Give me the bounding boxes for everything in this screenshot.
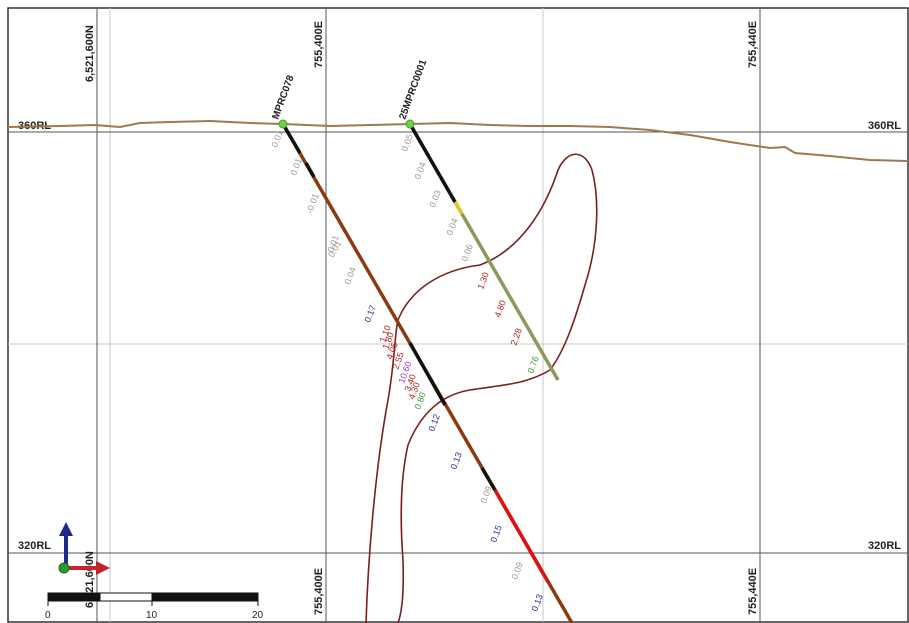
assay-label: -0.01 — [304, 192, 320, 215]
mprc078-interval-black4 — [480, 467, 497, 491]
mprc0001-label: 25MPRC0001 — [397, 58, 429, 121]
assay-label: 0.12 — [426, 413, 441, 433]
rl-label-320-right: 320RL — [868, 540, 901, 552]
rl-label-360-right: 360RL — [868, 120, 901, 132]
assay-label: 0.13 — [448, 451, 463, 471]
assay-label: 0.09 — [509, 561, 524, 581]
assay-label: 0.76 — [525, 355, 540, 375]
grid-lines — [8, 8, 908, 622]
mprc078-interval-black3 — [408, 342, 447, 406]
mprc0001-collar[interactable] — [405, 119, 415, 129]
scale-seg-3 — [151, 592, 259, 602]
mprc078-label: MPRC078 — [270, 74, 296, 122]
assay-label: 0.03 — [427, 189, 442, 209]
easting-label-left-bottom: 755,400E — [313, 568, 325, 615]
assay-label: 0.15 — [488, 524, 503, 544]
ore-body-outline — [365, 153, 598, 623]
mprc078-assays: 0.01 0.01 -0.01 0.01 0.01 0.04 0.17 1.10… — [269, 129, 544, 613]
mprc078-interval-red — [493, 489, 550, 583]
easting-label-right-bottom: 755,440E — [747, 568, 759, 615]
rl-label-320-left: 320RL — [18, 540, 51, 552]
scale-seg-1 — [47, 592, 101, 602]
assay-label: 1.30 — [475, 271, 490, 291]
assay-label: 0.04 — [412, 161, 427, 181]
mprc078-interval-black2 — [304, 162, 316, 178]
mprc0001-interval-black — [408, 123, 457, 203]
drillhole-mprc078[interactable]: MPRC078 — [270, 74, 574, 623]
assay-label: 0.09 — [478, 485, 493, 505]
assay-label: 0.04 — [342, 266, 357, 286]
easting-label-left-top: 755,400E — [313, 21, 325, 68]
assay-label: 0.04 — [444, 217, 459, 237]
assay-label: 0.01 — [288, 157, 303, 177]
easting-label-right-top: 755,440E — [747, 21, 759, 68]
map-frame — [7, 7, 909, 623]
assay-label: 0.06 — [459, 243, 474, 263]
mprc0001-interval-yellow — [453, 201, 464, 215]
assay-label: 0.05 — [399, 133, 414, 153]
northing-label-top: 6,521,600N — [84, 25, 96, 82]
scale-tick-10: 10 — [146, 610, 158, 621]
scale-tick-0: 0 — [45, 610, 51, 621]
topography-surface — [7, 119, 909, 162]
scale-bar: 0 10 20 — [45, 592, 264, 621]
mprc078-interval-black1 — [281, 123, 302, 154]
mprc078-collar[interactable] — [278, 119, 288, 129]
major-grid-lines — [8, 8, 908, 622]
scale-seg-2 — [99, 592, 153, 602]
axis-triad-icon — [58, 522, 110, 575]
mprc0001-assays: 0.05 0.04 0.03 0.04 0.06 1.30 4.80 2.28 … — [399, 133, 540, 375]
assay-label: 0.17 — [362, 304, 377, 324]
assay-label: 4.80 — [492, 299, 507, 319]
scale-tick-20: 20 — [252, 610, 264, 621]
